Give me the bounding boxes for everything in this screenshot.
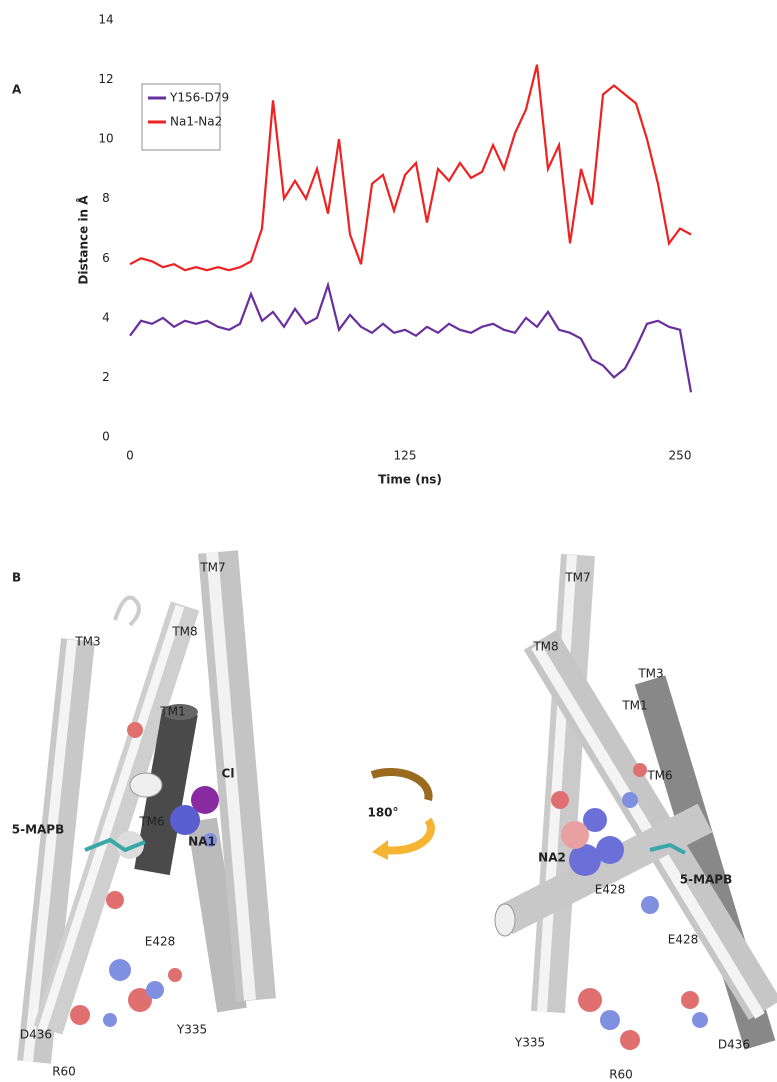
- structure-label: R60: [52, 1065, 76, 1079]
- x-tick-label: 125: [394, 449, 417, 463]
- structure-right: [494, 553, 777, 1050]
- structure-label: TM7: [564, 571, 590, 585]
- rotation-label: 180°: [367, 806, 398, 820]
- structure-label: E428: [595, 883, 626, 897]
- structure-left: [17, 550, 276, 1064]
- structure-label: 5-MAPB: [12, 823, 65, 837]
- rotation-icon: [370, 767, 435, 860]
- panel-label: B: [12, 571, 21, 585]
- legend: Y156-D79 Na1-Na2: [148, 91, 229, 129]
- structure-label: 5-MAPB: [680, 873, 733, 887]
- y-tick-label: 8: [102, 191, 110, 205]
- structure-label: D436: [718, 1038, 750, 1052]
- structure-label: Y335: [514, 1036, 545, 1050]
- structure-label: E428: [145, 935, 176, 949]
- y-tick-label: 14: [98, 13, 113, 27]
- y-tick-label: 6: [102, 251, 110, 265]
- legend-label: Na1-Na2: [170, 115, 222, 129]
- structure-label: TM1: [159, 705, 185, 719]
- x-tick-label: 0: [126, 449, 134, 463]
- structure-label: TM6: [138, 815, 164, 829]
- y-tick-label: 2: [102, 370, 110, 384]
- panel-label: A: [12, 83, 22, 97]
- y-tick-label: 0: [102, 430, 110, 444]
- structure-label: TM7: [199, 561, 225, 575]
- legend-box: [141, 83, 221, 151]
- x-axis-label: Time (ns): [378, 473, 442, 487]
- structure-label: Y335: [176, 1023, 207, 1037]
- structure-label: NA2: [538, 851, 566, 865]
- structure-label: D436: [20, 1028, 52, 1042]
- structure-label: Cl: [222, 767, 235, 781]
- structure-label: NA1: [188, 835, 216, 849]
- structure-label: R60: [609, 1068, 633, 1082]
- data-line: [129, 281, 693, 393]
- structure-label: E428: [668, 933, 699, 947]
- data-line: [129, 64, 692, 272]
- legend-label: Y156-D79: [169, 91, 229, 105]
- structure-label: TM3: [637, 667, 663, 681]
- structure-label: TM1: [621, 699, 647, 713]
- structure-label: TM8: [532, 640, 558, 654]
- x-tick-label: 250: [669, 449, 692, 463]
- y-tick-label: 10: [98, 132, 113, 146]
- structure-label: TM6: [646, 769, 672, 783]
- y-tick-label: 4: [102, 310, 110, 324]
- y-tick-label: 12: [98, 72, 113, 86]
- y-axis-label: Distance in Å: [76, 195, 91, 285]
- structure-label: TM3: [74, 635, 100, 649]
- structure-label: TM8: [171, 625, 197, 639]
